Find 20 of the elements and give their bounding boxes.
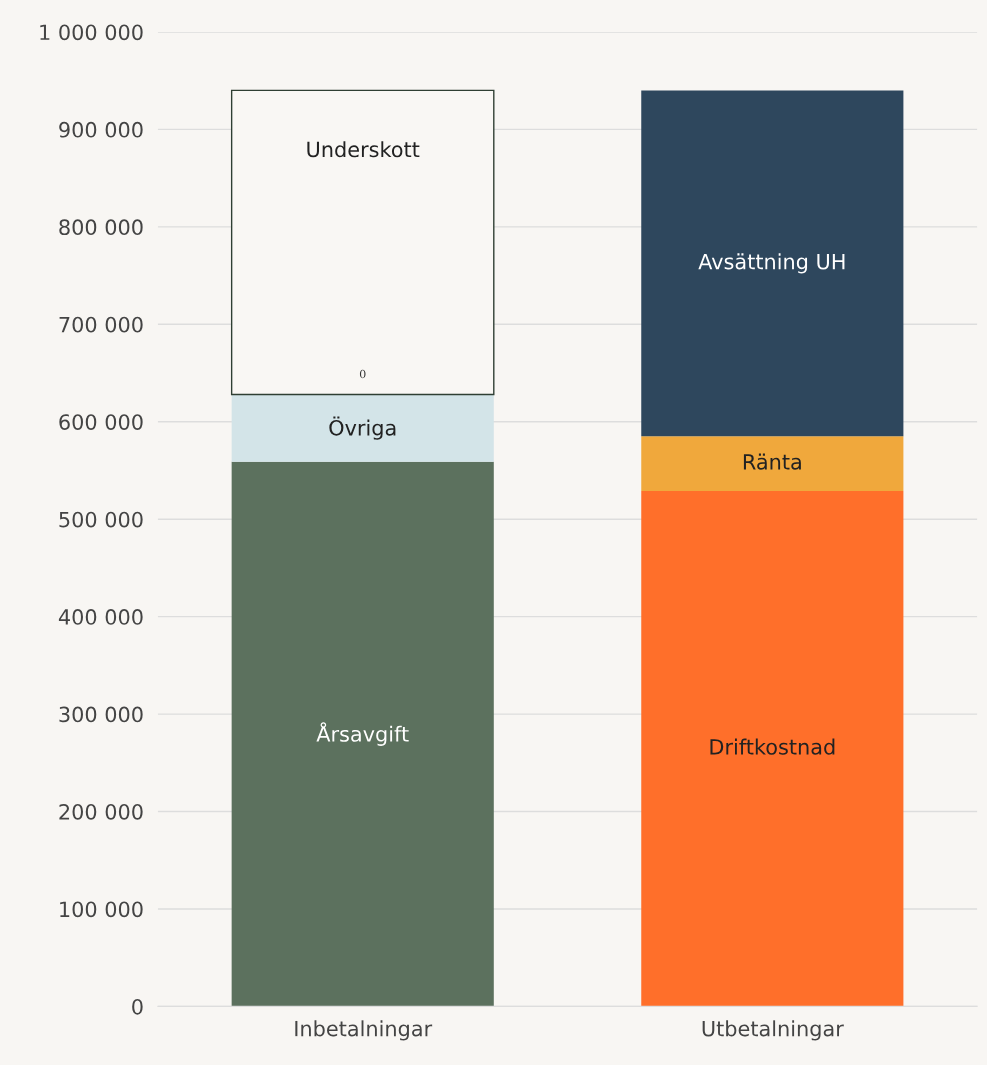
y-tick-label: 600 000 — [59, 414, 143, 430]
y-tick-label: 100 000 — [60, 901, 143, 918]
x-tick-label: Inbetalningar — [295, 1020, 433, 1041]
x-tick-label: Utbetalningar — [702, 1020, 844, 1041]
series-label: Avsättning UH — [698, 253, 845, 274]
y-tick-label: 900 000 — [59, 121, 143, 138]
annotation: 0 — [359, 369, 366, 379]
y-tick-label: 1 000 000 — [40, 24, 143, 41]
series-label: Årsavgift — [316, 722, 409, 746]
series-label: Underskott — [307, 141, 420, 158]
y-tick-label: 400 000 — [58, 609, 143, 625]
y-tick-label: 800 000 — [59, 219, 143, 236]
y-tick-label: 200 000 — [59, 803, 143, 820]
series-label: Driftkostnad — [710, 738, 835, 755]
series-label: Övriga — [329, 416, 396, 440]
series-label: Ränta — [743, 453, 801, 470]
y-tick-label: 500 000 — [59, 511, 143, 528]
y-tick-label: 0 — [132, 998, 143, 1015]
y-tick-label: 300 000 — [59, 706, 143, 723]
y-tick-label: 700 000 — [59, 316, 143, 333]
